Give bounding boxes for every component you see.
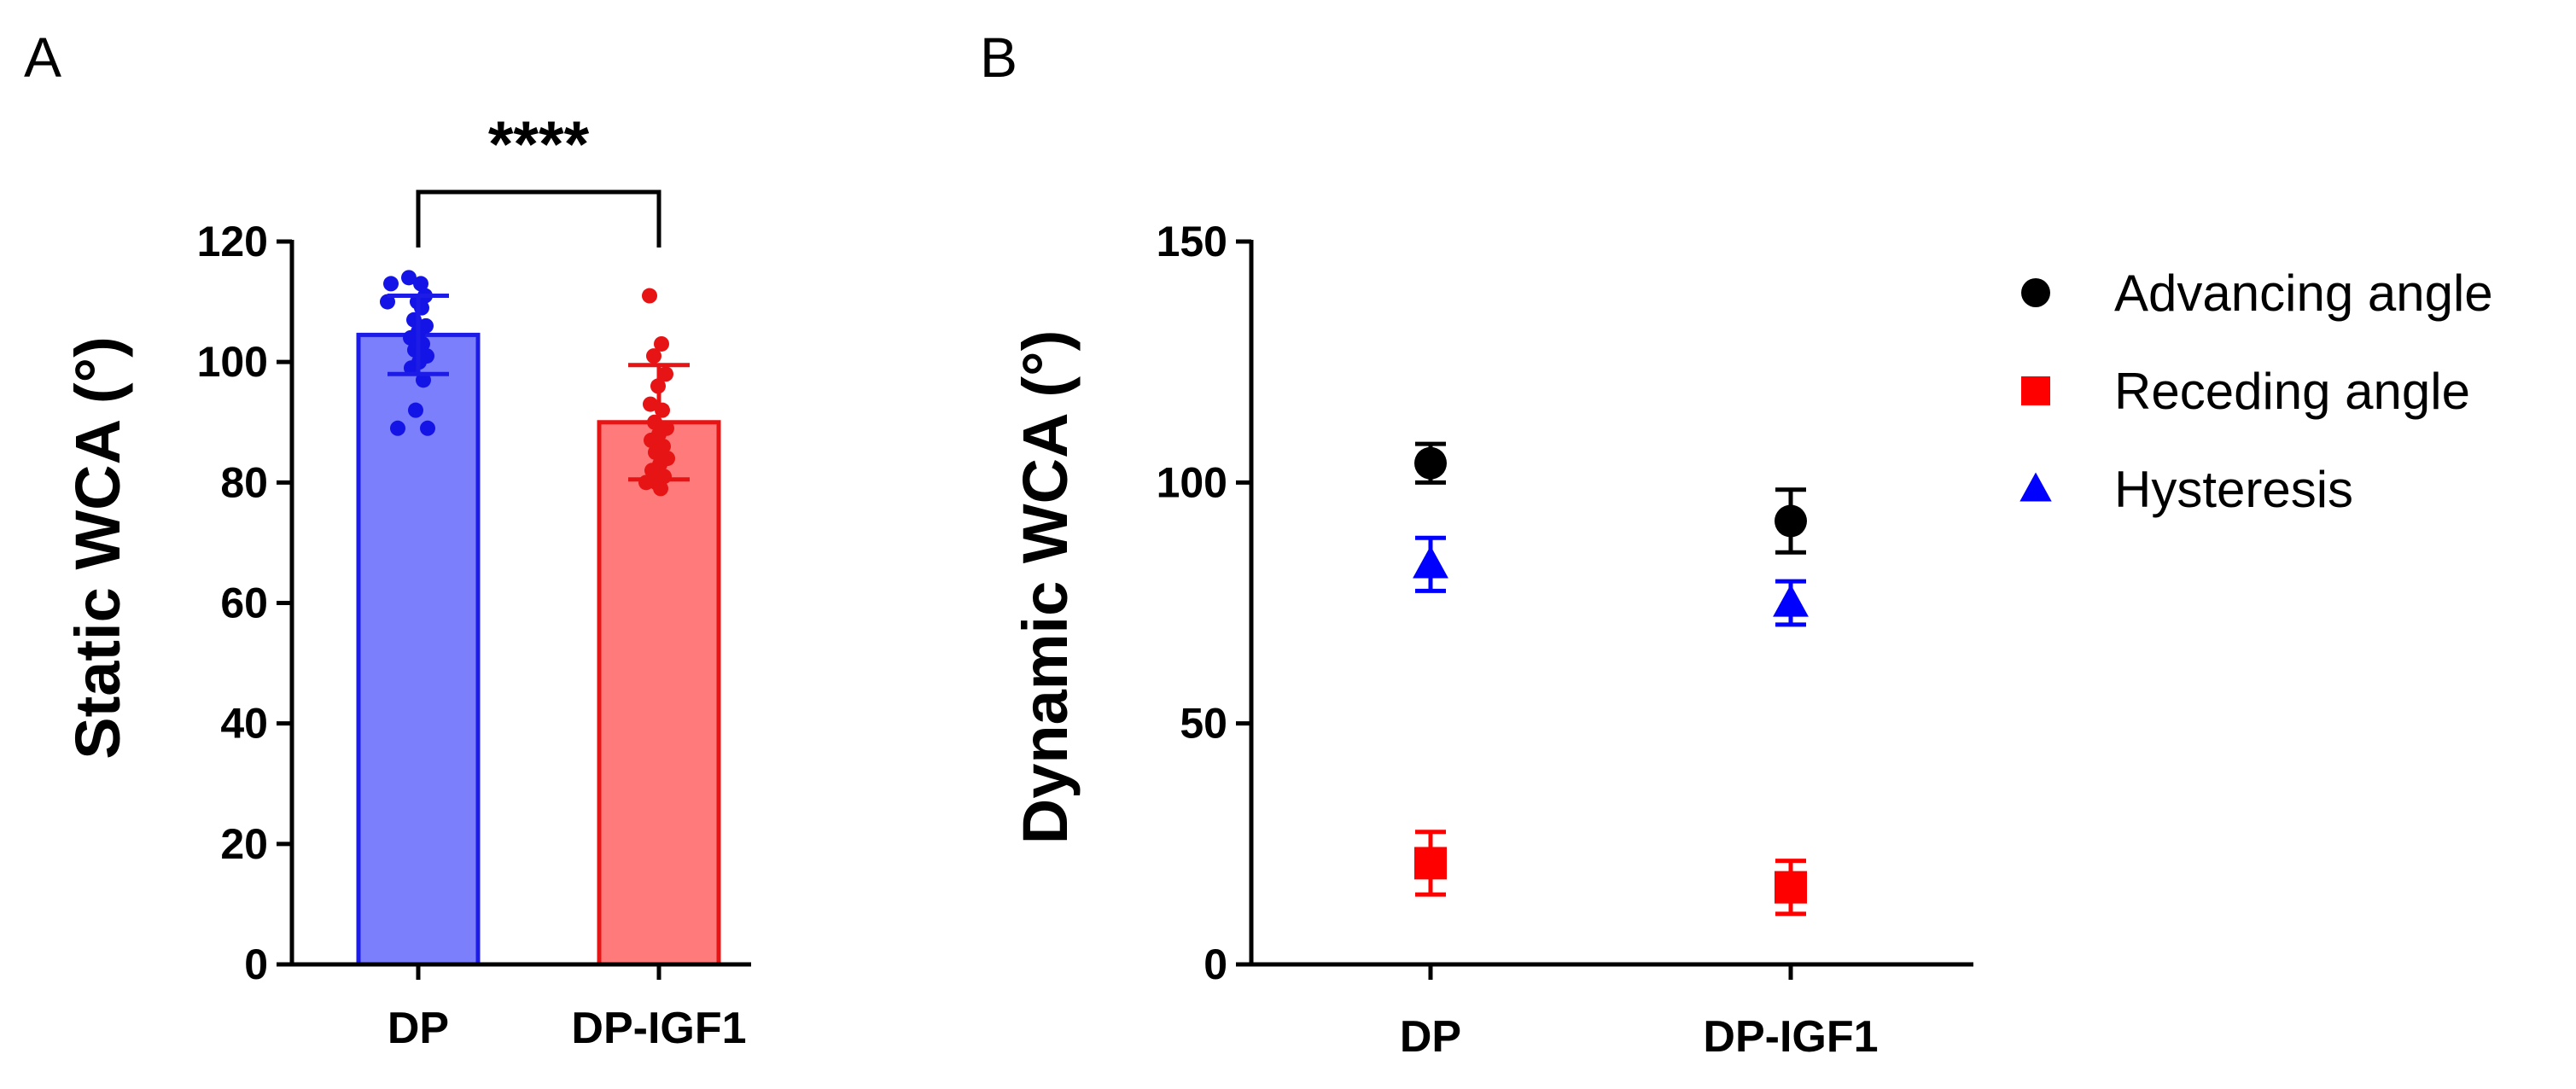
x-tick-label: DP-IGF1 [571,1004,746,1053]
x-tick-label: DP [1400,1012,1461,1062]
panel-letter-b: B [980,26,1017,89]
y-tick-label: 20 [220,820,268,868]
data-point [644,432,659,448]
data-point [646,348,661,364]
data-point [404,360,419,376]
data-point [416,372,431,388]
y-tick-label: 0 [244,940,268,988]
panel-a: DP DP-IGF1 0 20 40 60 80 100 120 **** [197,108,751,1053]
marker-receding-angle [1775,871,1807,904]
data-point [408,402,423,418]
significance-label: **** [488,108,590,181]
legend-label: Hysteresis [2114,461,2353,518]
bar-dp [356,332,481,967]
data-point [654,335,669,352]
marker-advancing-angle [1414,446,1447,480]
y-axis-title-a: Static WCA (°) [62,336,133,760]
legend-label: Advancing angle [2114,265,2493,322]
data-point [401,270,417,286]
y-tick-label: 150 [1157,218,1227,265]
legend-marker-advancing-angle [2021,278,2050,307]
y-tick-label: 100 [1157,458,1227,506]
data-point [383,276,399,292]
marker-hysteresis [1773,584,1809,617]
y-tick-label: 80 [220,458,268,506]
x-tick-label: DP [388,1004,449,1053]
data-point [653,480,668,497]
y-axis-title-b: Dynamic WCA (°) [1010,330,1081,844]
significance-bracket [416,189,661,248]
marker-hysteresis [1413,545,1448,579]
y-tick-label: 50 [1180,700,1227,748]
legend-label: Receding angle [2114,363,2470,420]
y-tick-label: 120 [197,218,268,265]
bar-dp-igf1 [597,420,721,967]
data-point [390,420,405,436]
data-point [643,396,658,412]
y-tick-label: 0 [1203,940,1227,988]
data-point [644,463,660,479]
data-point [638,475,654,491]
y-tick-label: 40 [220,700,268,748]
data-point [420,420,435,436]
y-tick-label: 100 [197,338,268,386]
data-point [380,294,395,310]
panel-b: 0 50 100 150 DP DP-IGF1 [1157,218,1973,1062]
x-tick-label: DP-IGF1 [1703,1012,1878,1062]
marker-receding-angle [1414,847,1447,880]
data-point [642,288,657,304]
marker-advancing-angle [1775,504,1807,538]
data-point [413,276,428,292]
legend: Advancing angle Receding angle Hysteresis [2019,265,2493,518]
data-point [658,366,673,382]
panel-letter-a: A [24,26,61,89]
legend-marker-receding-angle [2021,376,2050,405]
y-tick-label: 60 [220,579,268,627]
legend-marker-hysteresis [2019,472,2052,502]
data-point [403,329,418,346]
